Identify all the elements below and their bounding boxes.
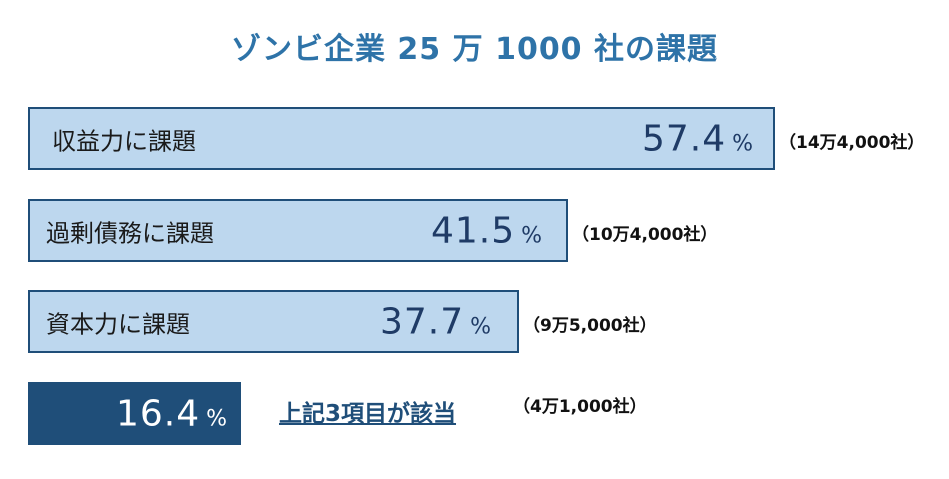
bar-value-percent: % [521, 223, 542, 248]
bar-value: 41.5% [431, 210, 542, 251]
bar-value: 16.4% [116, 393, 227, 434]
all-three-note: 上記3項目が該当 [279, 400, 457, 427]
bar-value-number: 16.4 [115, 393, 201, 434]
bar-count: （9万5,000社） [523, 315, 657, 336]
bar-count: （14万4,000社） [779, 132, 925, 153]
bar-value-percent: % [732, 131, 753, 156]
bar-label: 過剰債務に課題 [46, 219, 214, 247]
bar-label: 収益力に課題 [52, 127, 196, 155]
bar-value-percent: % [470, 314, 491, 339]
bar-all-three: 16.4% [28, 382, 241, 445]
bar-value-number: 37.7 [379, 301, 465, 342]
bar-revenue: 収益力に課題 57.4% [28, 107, 775, 170]
bar-count: （4万1,000社） [513, 396, 647, 417]
bar-capital: 資本力に課題 37.7% [28, 290, 519, 353]
bar-value: 57.4% [642, 118, 753, 159]
chart-title: ゾンビ企業 25 万 1000 社の課題 [230, 32, 719, 67]
bar-debt: 過剰債務に課題 41.5% [28, 199, 568, 262]
bar-label: 資本力に課題 [46, 310, 190, 338]
bar-value-number: 41.5 [430, 210, 516, 251]
bar-value-percent: % [206, 406, 227, 431]
bar-value-number: 57.4 [641, 118, 727, 159]
bar-value: 37.7% [380, 301, 491, 342]
bar-count: （10万4,000社） [572, 224, 718, 245]
